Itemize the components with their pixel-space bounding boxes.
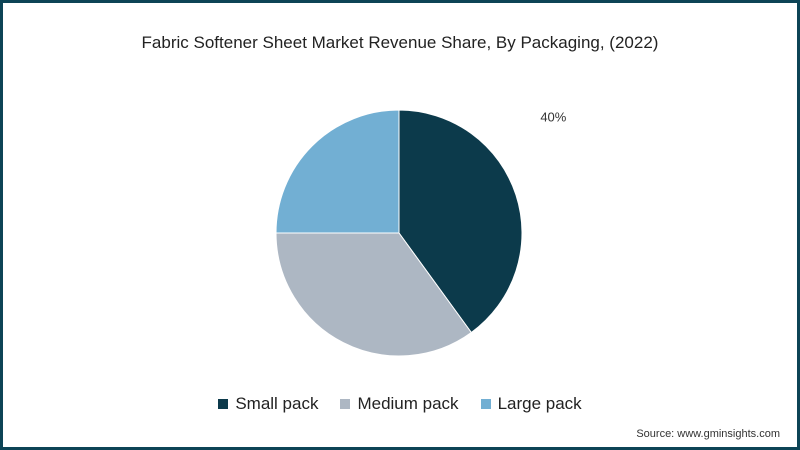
pie-slice-small-pack (398, 109, 523, 334)
legend-swatch (218, 399, 229, 409)
legend-item: Small pack (218, 394, 318, 414)
legend: Small pack Medium pack Large pack (0, 394, 800, 414)
legend-item: Medium pack (340, 394, 459, 414)
legend-label: Medium pack (357, 394, 459, 413)
source-note: Source: www.gminsights.com (636, 428, 780, 440)
legend-swatch (340, 399, 351, 409)
legend-swatch (480, 399, 491, 409)
pie-slice-large-pack (275, 109, 400, 234)
legend-item: Large pack (480, 394, 582, 414)
chart-title: Fabric Softener Sheet Market Revenue Sha… (141, 33, 659, 52)
legend-label: Large pack (497, 394, 582, 413)
pie-slice-medium-pack (275, 232, 472, 357)
legend-label: Small pack (235, 394, 319, 413)
data-label: 40% (540, 110, 566, 125)
